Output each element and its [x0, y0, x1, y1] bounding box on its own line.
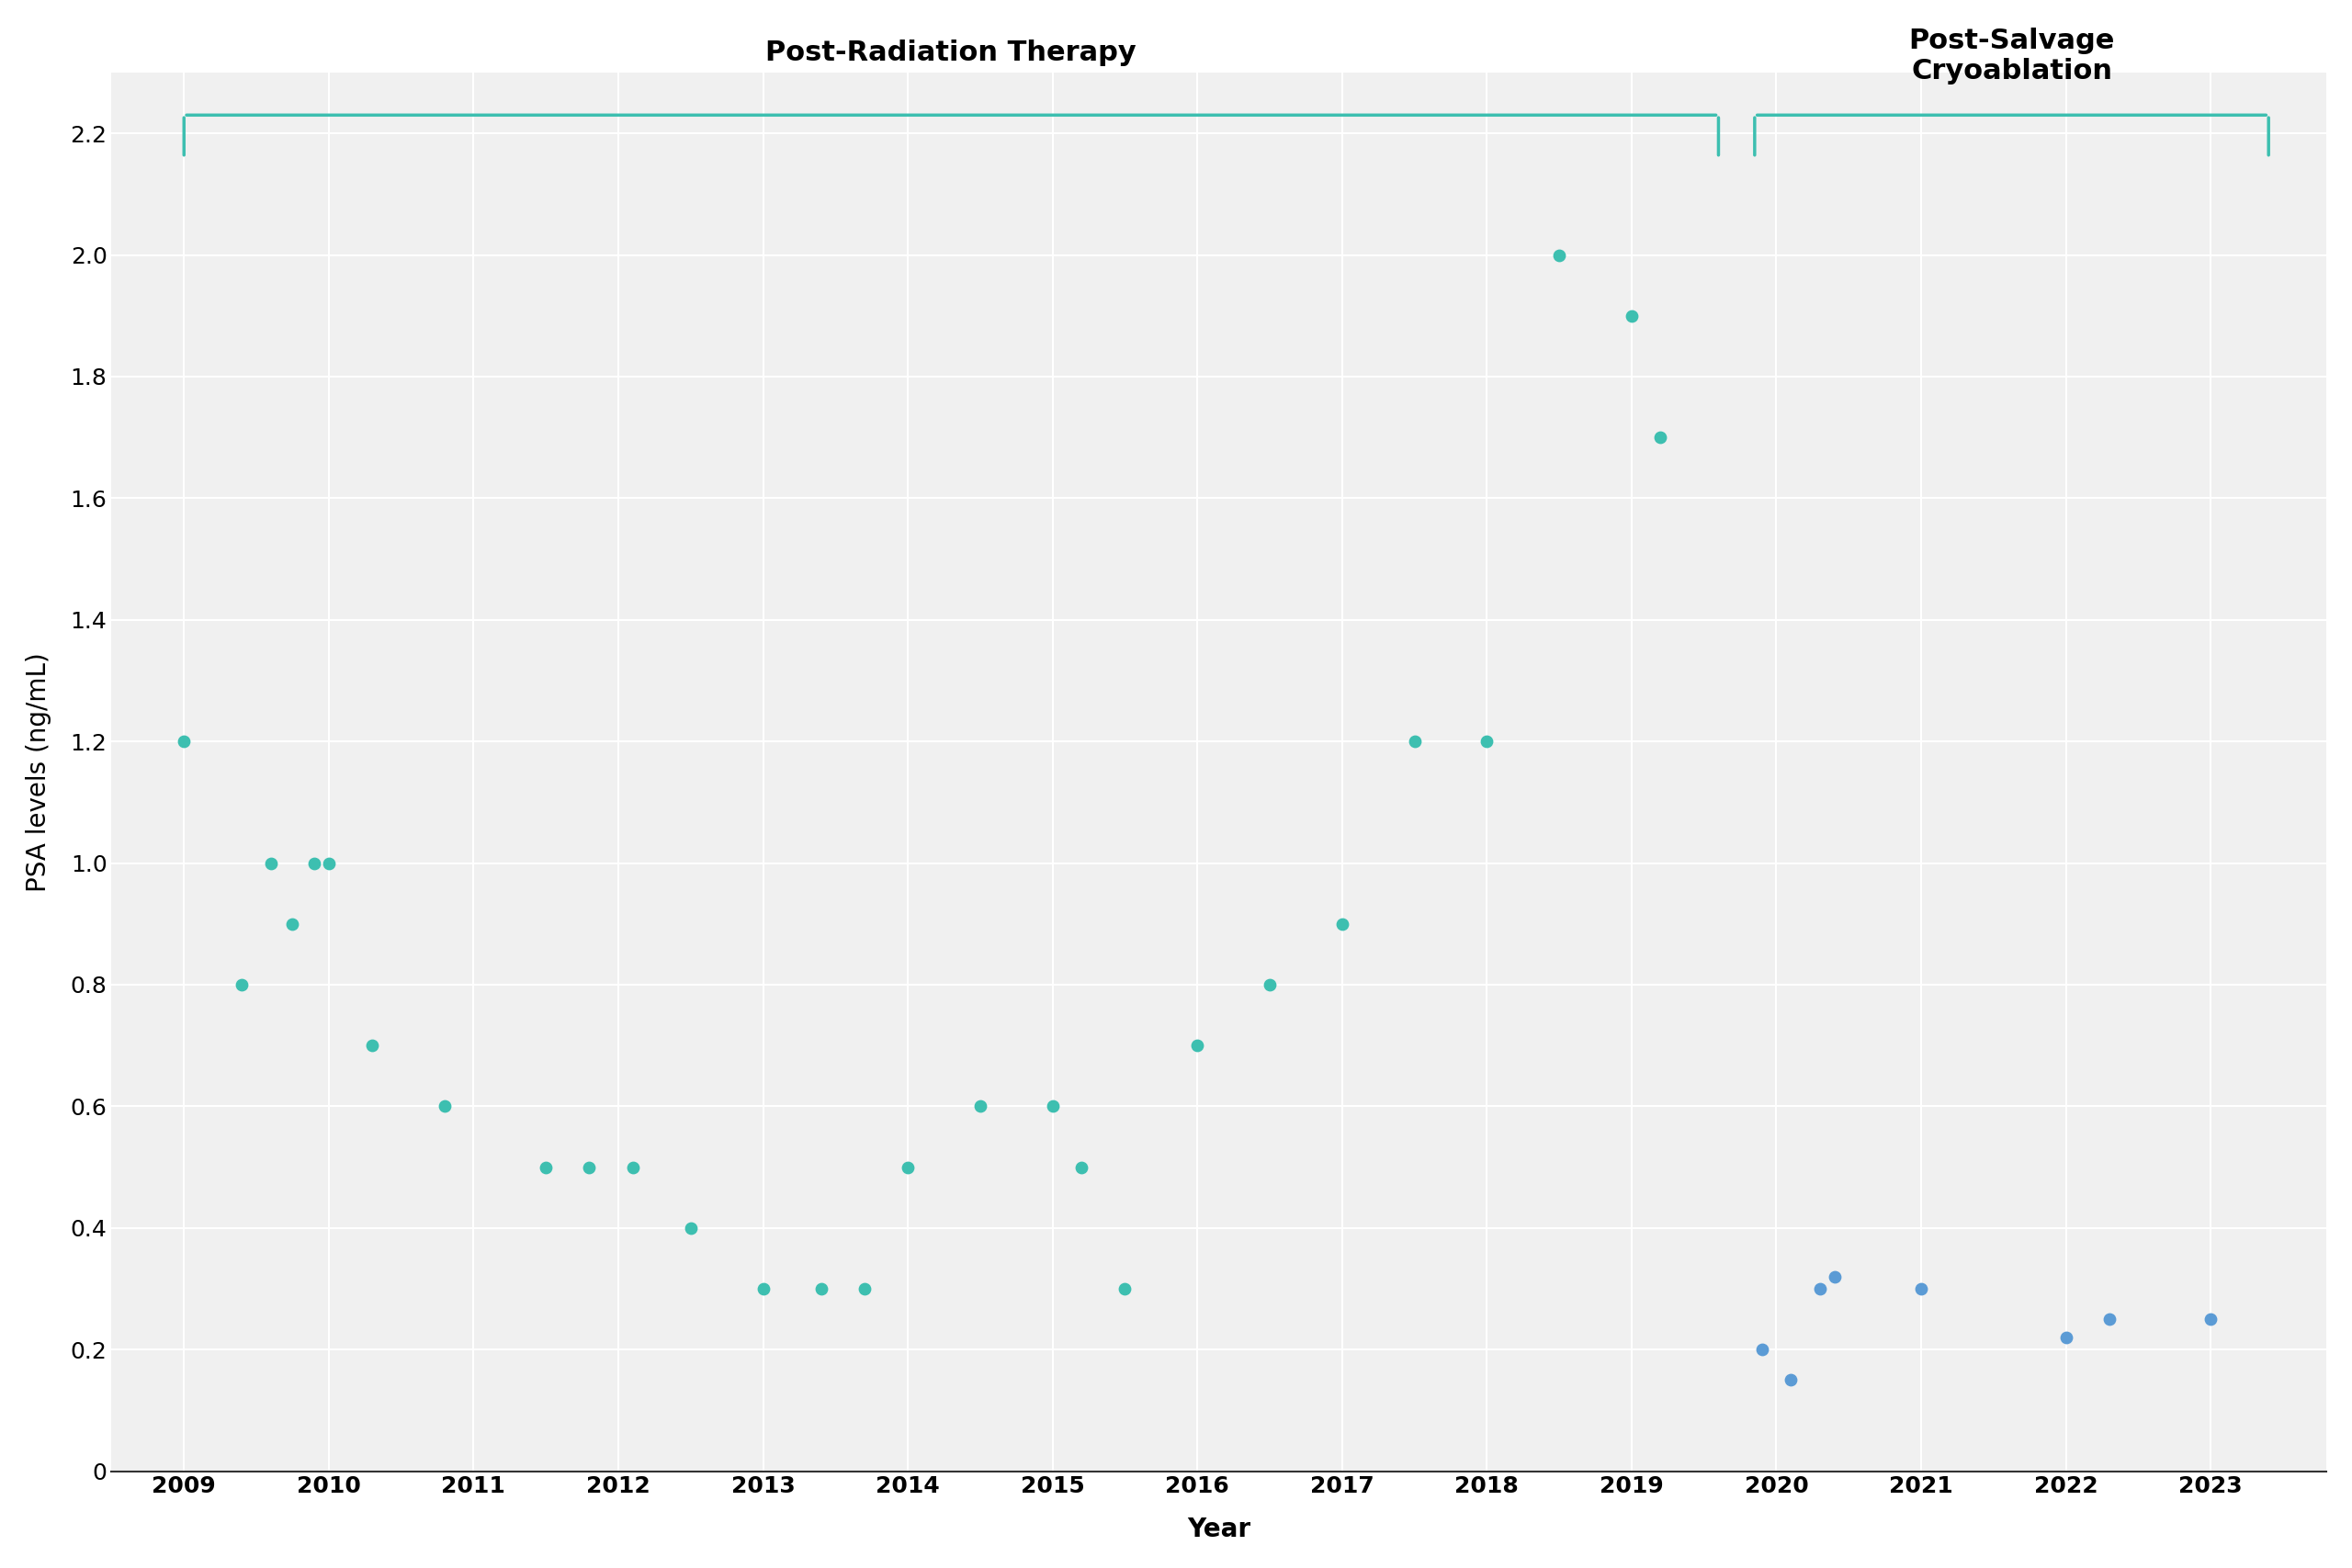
- Point: [673, 1215, 710, 1240]
- Point: [296, 850, 334, 875]
- Point: [1541, 243, 1578, 268]
- Text: Post-Salvage
Cryoablation: Post-Salvage Cryoablation: [1907, 27, 2114, 85]
- Point: [1035, 1094, 1073, 1120]
- Point: [165, 729, 202, 754]
- Point: [2046, 1325, 2084, 1350]
- Point: [1903, 1276, 1940, 1301]
- Point: [1063, 1154, 1101, 1179]
- Point: [1468, 729, 1505, 754]
- Point: [743, 1276, 781, 1301]
- Point: [252, 850, 289, 875]
- Point: [1178, 1033, 1216, 1058]
- Point: [2091, 1306, 2129, 1331]
- Point: [2192, 1306, 2230, 1331]
- Point: [1395, 729, 1432, 754]
- Point: [527, 1154, 564, 1179]
- Point: [223, 972, 261, 997]
- Point: [353, 1033, 390, 1058]
- Point: [310, 850, 348, 875]
- Point: [572, 1154, 609, 1179]
- Point: [1743, 1338, 1780, 1363]
- Point: [426, 1094, 463, 1120]
- Point: [847, 1276, 884, 1301]
- Point: [1251, 972, 1289, 997]
- Point: [1771, 1367, 1809, 1392]
- Point: [1324, 911, 1362, 936]
- Point: [962, 1094, 1000, 1120]
- Point: [1802, 1276, 1839, 1301]
- Point: [273, 911, 310, 936]
- Point: [802, 1276, 840, 1301]
- Point: [889, 1154, 927, 1179]
- Point: [1105, 1276, 1143, 1301]
- Point: [1613, 303, 1651, 328]
- X-axis label: Year: Year: [1188, 1516, 1251, 1543]
- Y-axis label: PSA levels (ng/mL): PSA levels (ng/mL): [26, 652, 52, 892]
- Point: [1816, 1264, 1853, 1289]
- Text: Post-Radiation Therapy: Post-Radiation Therapy: [767, 39, 1136, 66]
- Point: [1642, 425, 1679, 450]
- Point: [614, 1154, 652, 1179]
